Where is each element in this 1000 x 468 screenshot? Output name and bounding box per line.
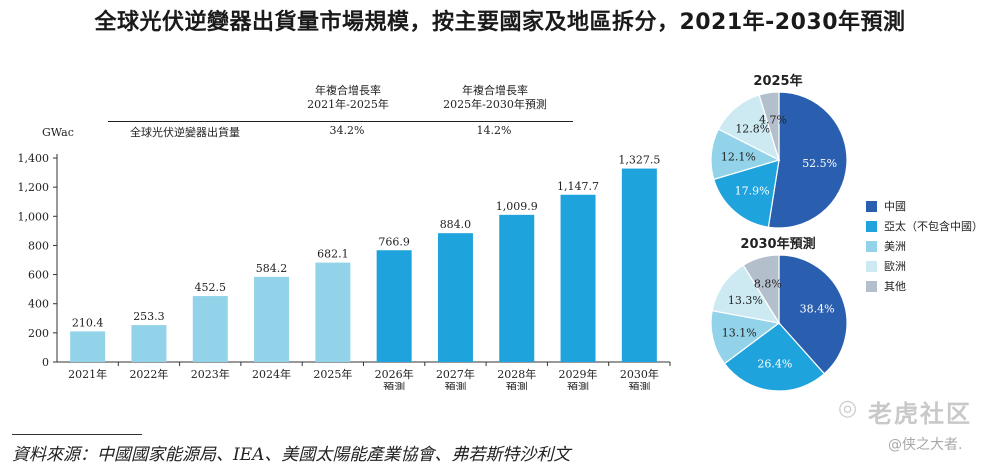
legend-swatch [866, 201, 877, 212]
pie-slice-label: 38.4% [800, 302, 835, 315]
y-tick-label: 1,000 [18, 210, 50, 223]
x-tick-label: 2026年 [375, 367, 414, 381]
tiger-icon: ◎ [838, 396, 857, 421]
cagr-header-1: 年複合增長率 2021年-2025年 [273, 84, 423, 112]
pie-2030: 38.4% 26.4% 13.1% 13.3% 8.8% [704, 248, 854, 398]
pie-slice-label: 12.1% [721, 150, 756, 163]
legend-swatch [866, 241, 877, 252]
x-tick-label: 2025年 [313, 367, 352, 381]
pie-slice-label: 17.9% [735, 185, 770, 198]
y-tick-label: 1,200 [18, 181, 50, 194]
x-tick-label: 預測 [444, 380, 466, 390]
bar [438, 233, 473, 362]
legend-label: 美洲 [884, 238, 906, 254]
legend-swatch [866, 281, 877, 292]
bar-value-label: 884.0 [440, 218, 472, 231]
y-tick-label: 600 [28, 269, 49, 282]
y-tick-label: 400 [28, 298, 49, 311]
bar-chart: GWac 0 200 400 600 800 1,000 1,200 1,400 210.4 202… [0, 120, 700, 390]
x-tick-label: 2027年 [436, 367, 475, 381]
cagr-header-2-period: 2025年-2030年預測 [420, 98, 570, 112]
bar-value-label: 452.5 [195, 281, 227, 294]
bar-value-label: 584.2 [256, 262, 288, 275]
source-divider [12, 434, 142, 435]
x-tick-label: 2028年 [497, 367, 536, 381]
x-tick-label: 2022年 [129, 367, 168, 381]
bar [561, 195, 596, 362]
pie-2025: 52.5%17.9%12.1%12.8%4.7% [704, 85, 854, 235]
y-tick-label: 800 [28, 239, 49, 252]
legend-label: 中國 [884, 198, 906, 214]
watermark-user: @侠之大者. [888, 434, 962, 454]
bar [131, 325, 166, 362]
cagr-header-1-period: 2021年-2025年 [273, 98, 423, 112]
pie-slice-label: 13.3% [728, 294, 763, 307]
legend-item: 其他 [866, 276, 983, 296]
legend-item: 中國 [866, 196, 983, 216]
bar [315, 263, 350, 362]
watermark-brand: 老虎社区 [868, 394, 972, 429]
bar-value-label: 766.9 [378, 235, 410, 248]
bar [622, 169, 657, 362]
x-tick-label: 2030年 [620, 367, 659, 381]
bar-value-label: 253.3 [133, 310, 165, 323]
bar [254, 277, 289, 362]
cagr-header-1-title: 年複合增長率 [273, 84, 423, 98]
cagr-header-2-title: 年複合增長率 [420, 84, 570, 98]
source-note: 資料來源：中國國家能源局、IEA、美國太陽能產業協會、弗若斯特沙利文 [12, 440, 570, 465]
y-axis-label: GWac [42, 126, 74, 139]
y-tick-label: 200 [28, 327, 49, 340]
cagr-header-2: 年複合增長率 2025年-2030年預測 [420, 84, 570, 112]
pie-slice-label: 26.4% [757, 358, 792, 371]
y-tick-label: 0 [42, 356, 49, 369]
x-tick-label: 2021年 [68, 367, 107, 381]
legend: 中國亞太（不包含中國） 美洲歐洲其他 [866, 196, 983, 296]
pie-slice-label: 52.5% [802, 157, 837, 170]
legend-label: 亞太（不包含中國） [884, 218, 983, 234]
x-tick-label: 2023年 [191, 367, 230, 381]
y-tick-label: 1,400 [18, 152, 50, 165]
bar [377, 250, 412, 362]
x-tick-label: 預測 [567, 380, 589, 390]
x-tick-label: 預測 [383, 380, 405, 390]
legend-label: 其他 [884, 278, 906, 294]
bar-value-label: 1,147.7 [557, 180, 599, 193]
pie-slice-label: 13.1% [722, 326, 757, 339]
legend-swatch [866, 261, 877, 272]
legend-item: 亞太（不包含中國） [866, 216, 983, 236]
bar-value-label: 1,009.9 [496, 200, 538, 213]
legend-swatch [866, 221, 877, 232]
x-tick-label: 預測 [628, 380, 650, 390]
x-tick-label: 預測 [506, 380, 528, 390]
bar [193, 296, 228, 362]
bar [499, 215, 534, 362]
bar [70, 331, 105, 362]
bar-value-label: 682.1 [317, 248, 349, 261]
x-tick-label: 2029年 [559, 367, 598, 381]
legend-item: 歐洲 [866, 256, 983, 276]
legend-label: 歐洲 [884, 258, 906, 274]
pie-slice-label: 8.8% [754, 278, 782, 291]
bar-value-label: 1,327.5 [618, 154, 660, 167]
x-tick-label: 2024年 [252, 367, 291, 381]
pie-slice-label: 4.7% [759, 114, 787, 127]
bar-value-label: 210.4 [72, 316, 104, 329]
legend-item: 美洲 [866, 236, 983, 256]
